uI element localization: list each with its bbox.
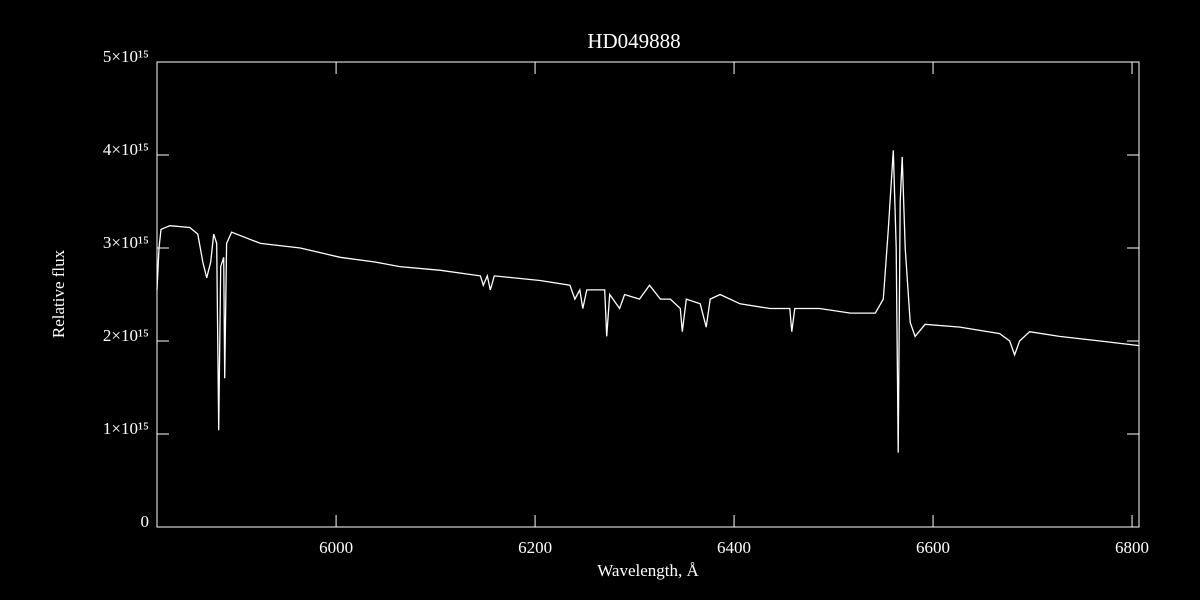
spectrum-line <box>156 150 1140 453</box>
y-tick-label: 2×10¹⁵ <box>103 326 149 345</box>
y-tick-label: 1×10¹⁵ <box>103 419 149 438</box>
x-tick-label: 6200 <box>518 538 552 557</box>
plot-frame <box>156 61 1140 528</box>
x-tick-label: 6800 <box>1115 538 1149 557</box>
y-tick-label: 0 <box>141 512 150 531</box>
x-axis-label: Wavelength, Å <box>597 561 699 580</box>
x-tick-label: 6000 <box>319 538 353 557</box>
chart-title: HD049888 <box>587 29 680 53</box>
y-axis-label: Relative flux <box>49 249 68 338</box>
y-tick-label: 3×10¹⁵ <box>103 233 149 252</box>
y-tick-label: 5×10¹⁵ <box>103 47 149 66</box>
y-tick-label: 4×10¹⁵ <box>103 140 149 159</box>
x-tick-label: 6400 <box>717 538 751 557</box>
x-tick-label: 6600 <box>916 538 950 557</box>
